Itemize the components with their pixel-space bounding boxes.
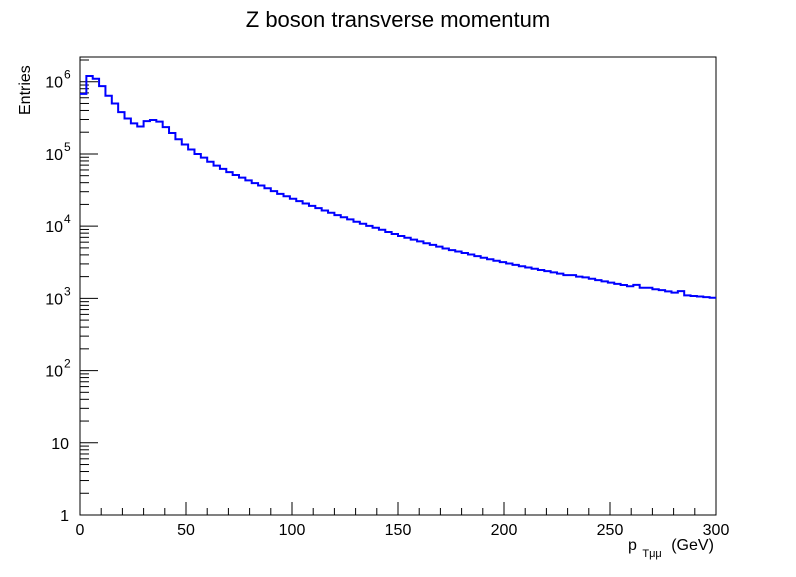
y-tick-label: 10 bbox=[45, 147, 63, 164]
histogram-line bbox=[80, 75, 716, 299]
y-tick-label: 10 bbox=[45, 75, 63, 92]
x-tick-label: 200 bbox=[491, 522, 518, 539]
x-tick-label: 250 bbox=[597, 522, 624, 539]
y-tick-exponent: 4 bbox=[64, 212, 71, 226]
x-axis-label-unit: (GeV) bbox=[671, 537, 714, 554]
y-tick-exponent: 2 bbox=[64, 357, 71, 371]
y-tick-exponent: 5 bbox=[64, 140, 71, 154]
y-tick-label: 10 bbox=[45, 219, 63, 236]
x-axis-label-sub: Tμμ bbox=[642, 548, 661, 560]
y-tick-exponent: 3 bbox=[64, 284, 71, 298]
x-tick-label: 150 bbox=[385, 522, 412, 539]
x-tick-label: 100 bbox=[279, 522, 306, 539]
y-tick-label: 10 bbox=[51, 436, 69, 453]
y-tick-label: 1 bbox=[60, 508, 69, 525]
x-tick-label: 300 bbox=[703, 522, 730, 539]
x-axis: 0 50 100 150 200 250 300 bbox=[76, 502, 730, 539]
x-axis-label-main: p bbox=[628, 537, 637, 554]
y-tick-label: 10 bbox=[45, 291, 63, 308]
x-tick-label: 0 bbox=[76, 522, 85, 539]
chart-title: Z boson transverse momentum bbox=[246, 7, 550, 32]
x-tick-label: 50 bbox=[177, 522, 195, 539]
y-tick-label: 10 bbox=[45, 364, 63, 381]
y-tick-exponent: 6 bbox=[64, 68, 71, 82]
y-axis-label: Entries bbox=[17, 65, 34, 115]
x-axis-label: p Tμμ (GeV) bbox=[628, 537, 714, 561]
